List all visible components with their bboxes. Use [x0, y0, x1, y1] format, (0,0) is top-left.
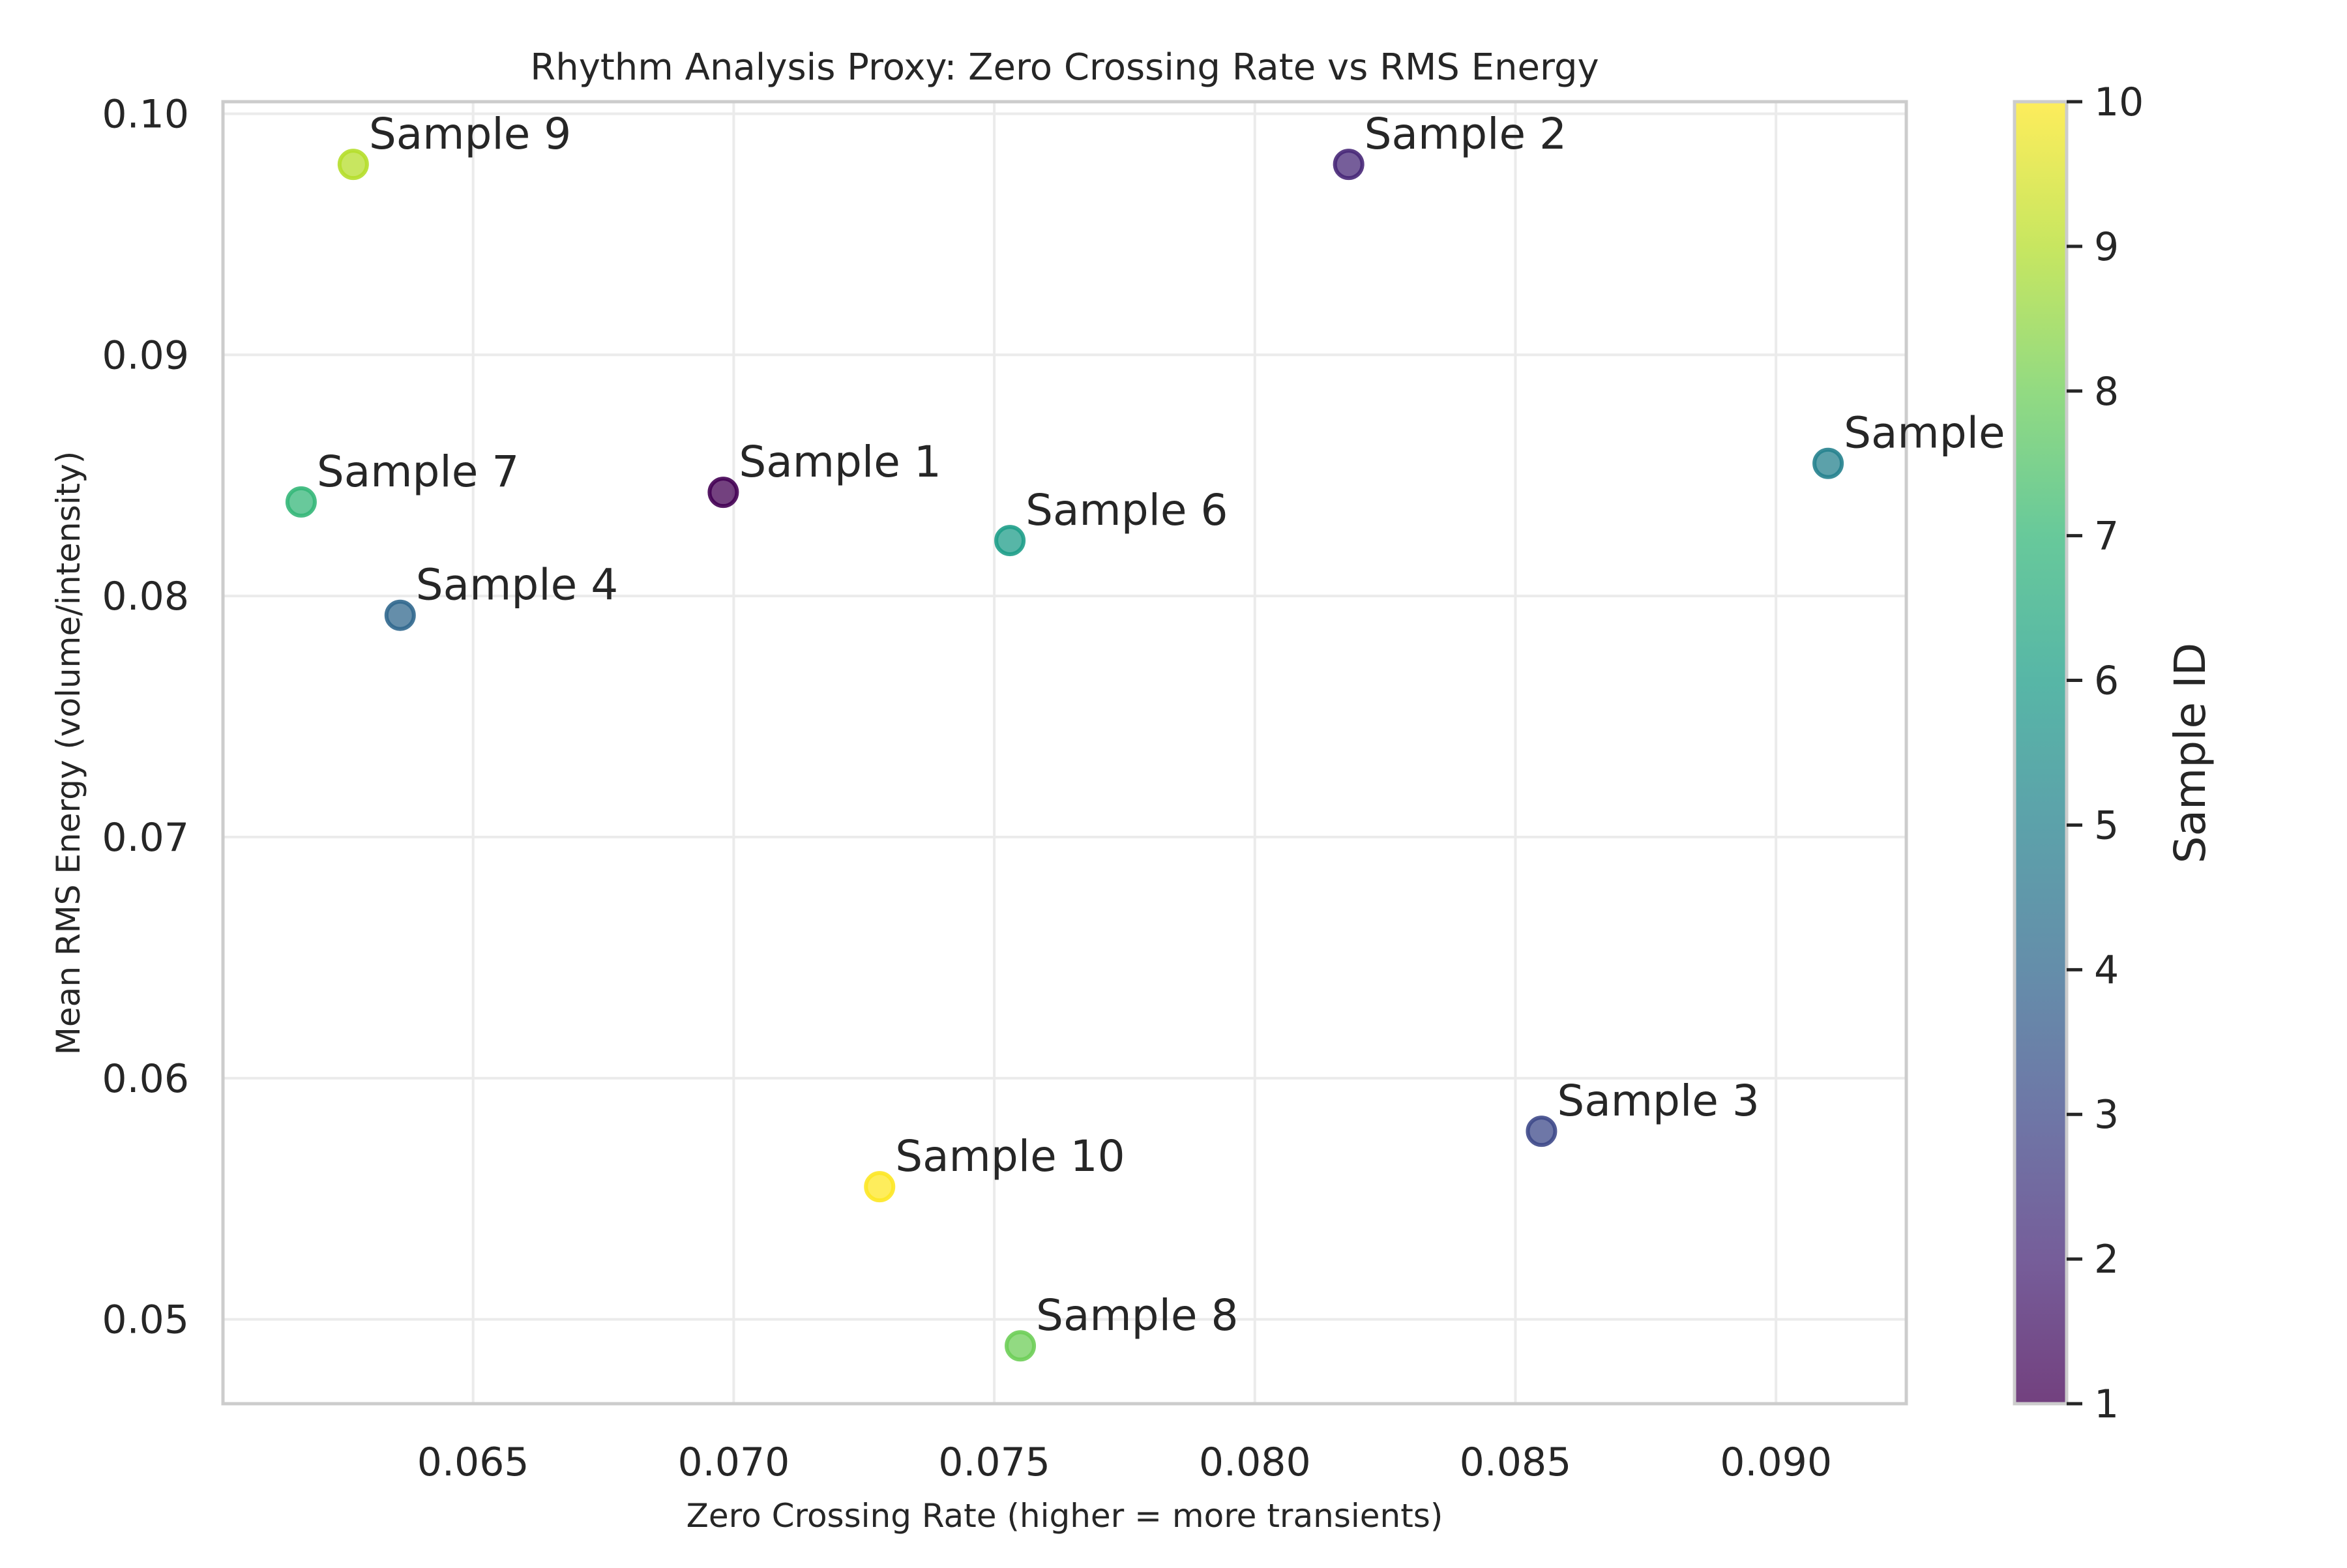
colorbar-tick-label: 1 [2094, 1382, 2119, 1427]
colorbar-ticks: 1 2 3 4 5 6 7 8 9 10 [2067, 80, 2144, 1427]
data-point [1005, 1330, 1037, 1362]
point-label: Sample 9 [369, 109, 571, 159]
grid [223, 102, 1906, 1404]
colorbar-tick-label: 8 [2094, 369, 2119, 415]
x-tick-label: 0.090 [1720, 1440, 1832, 1485]
data-point [1812, 447, 1844, 479]
data-point [1333, 149, 1365, 181]
data-points [285, 149, 1844, 1362]
x-tick-label: 0.080 [1199, 1440, 1311, 1485]
point-label: Sample [1844, 408, 2005, 458]
data-point [285, 486, 317, 518]
colorbar-tick-label: 9 [2094, 224, 2119, 270]
y-tick-label: 0.05 [102, 1297, 189, 1343]
colorbar-tick-label: 3 [2094, 1092, 2119, 1138]
colorbar-tick-label: 2 [2094, 1237, 2119, 1282]
data-point [994, 525, 1026, 557]
x-tick-label: 0.075 [938, 1440, 1050, 1485]
x-tick-label: 0.085 [1460, 1440, 1572, 1485]
colorbar-tick-label: 5 [2094, 803, 2119, 848]
point-labels: Sample 1 Sample 2 Sample 3 Sample 4 Sample Sa… [317, 109, 2005, 1340]
data-point [707, 477, 739, 509]
colorbar-tick-label: 7 [2094, 514, 2119, 559]
y-tick-label: 0.09 [102, 333, 189, 378]
data-point [384, 599, 416, 631]
axis-ticks: 0.065 0.070 0.075 0.080 0.085 0.090 0.05 0.06 0.… [102, 91, 1832, 1485]
data-point [1526, 1116, 1557, 1147]
y-axis-label: Mean RMS Energy (volume/intensity) [50, 451, 87, 1055]
chart-title: Rhythm Analysis Proxy: Zero Crossing Rat… [530, 46, 1599, 89]
point-label: Sample 3 [1557, 1076, 1759, 1126]
point-label: Sample 8 [1036, 1290, 1238, 1340]
point-label: Sample 6 [1026, 485, 1228, 535]
colorbar: 1 2 3 4 5 6 7 8 9 10 Sample ID [2013, 80, 2215, 1427]
point-label: Sample 10 [895, 1131, 1125, 1181]
point-label: Sample 4 [416, 560, 618, 610]
y-tick-label: 0.07 [102, 815, 189, 861]
x-axis-label: Zero Crossing Rate (higher = more transi… [686, 1497, 1443, 1535]
y-tick-label: 0.06 [102, 1056, 189, 1102]
colorbar-tick-label: 6 [2094, 658, 2119, 704]
plot-frame [221, 100, 1908, 1406]
colorbar-tick-label: 10 [2094, 80, 2144, 125]
x-tick-label: 0.065 [417, 1440, 529, 1485]
colorbar-tick-label: 4 [2094, 947, 2119, 993]
point-label: Sample 1 [739, 437, 941, 487]
point-label: Sample 2 [1365, 109, 1567, 159]
point-label: Sample 7 [317, 447, 519, 497]
colorbar-label: Sample ID [2165, 643, 2215, 864]
y-tick-label: 0.08 [102, 574, 189, 619]
x-tick-label: 0.070 [678, 1440, 790, 1485]
data-point [864, 1171, 896, 1203]
data-point [337, 149, 369, 181]
y-tick-label: 0.10 [102, 91, 189, 137]
colorbar-gradient [2013, 100, 2069, 1406]
